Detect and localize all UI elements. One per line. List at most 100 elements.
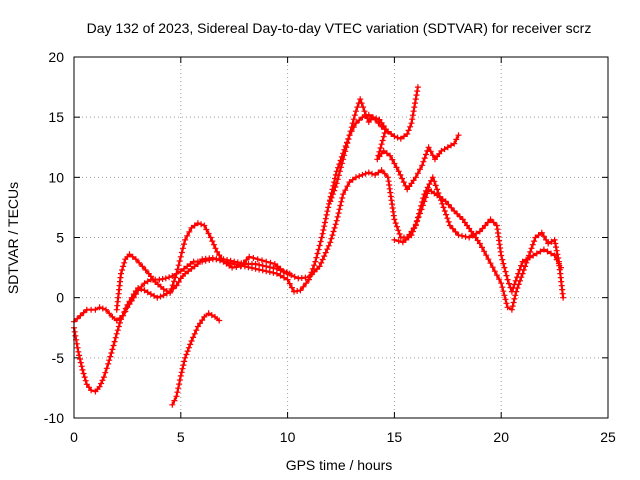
data-point [270,265,277,271]
data-point [349,176,356,183]
data-point [327,239,334,246]
data-point [415,214,422,220]
data-point [381,170,388,177]
data-point [441,208,448,214]
data-point [252,261,259,267]
data-point [419,162,426,169]
data-point [479,225,486,232]
data-point [303,280,310,287]
data-point [431,178,438,185]
data-point [481,248,488,255]
data-point [353,108,359,115]
data-point [540,246,547,253]
data-point [528,245,535,252]
data-point [510,299,517,306]
axis-ticks: 0 5 10 15 20 25 -10 -5 0 5 10 15 20 [44,49,616,445]
data-point [107,353,114,360]
data-point [349,120,356,127]
data-point [172,274,179,281]
data-point [391,236,398,243]
data-point [538,229,545,236]
data-point [246,253,253,260]
data-point [203,226,210,233]
data-point [412,96,419,103]
data-point [339,160,346,167]
data-point [103,306,109,313]
data-point [414,88,421,95]
data-point [171,397,178,404]
data-point [429,152,436,159]
data-point [240,260,247,267]
series-track-a [71,84,421,395]
data-point [284,276,291,283]
data-point [318,259,325,266]
series-track-e [327,96,462,205]
data-point [456,213,463,220]
data-point [201,313,208,320]
data-point [408,180,415,187]
data-point [99,305,106,312]
grid [74,57,608,418]
data-point [515,281,522,288]
data-point [391,160,398,167]
data-point [142,267,149,273]
data-point [523,259,530,266]
data-point [177,253,184,260]
y-tick-label: 5 [56,230,64,246]
data-point [379,137,386,144]
data-point [267,259,274,266]
series-track-f [391,186,567,313]
data-point [199,258,206,265]
data-point [100,374,107,381]
data-point [122,308,129,315]
data-point [358,100,365,107]
data-point [316,263,323,270]
data-point [75,348,82,355]
data-point [425,144,432,151]
data-point [483,252,490,259]
data-point [426,181,433,188]
data-point [409,116,416,123]
data-point [138,283,145,290]
data-point [479,244,485,251]
data-point [185,344,192,351]
data-point [183,351,190,358]
data-point [259,262,266,269]
data-point [187,261,194,267]
data-point [329,232,336,239]
data-point [224,257,231,263]
data-point [341,152,348,159]
data-point [373,115,380,122]
data-point [286,280,293,287]
data-point [552,240,559,247]
data-point [312,258,319,265]
series-track-c [113,220,293,313]
data-point [506,280,512,287]
x-tick-label: 5 [177,429,185,445]
data-point [353,174,359,181]
data-point [448,204,455,211]
data-point [318,234,325,241]
data-point [256,261,263,268]
data-point [357,96,364,103]
y-tick-label: 20 [48,49,64,65]
data-point [555,255,562,261]
data-point [175,262,182,269]
data-point [553,244,559,251]
data-point [504,304,511,311]
data-point [231,258,238,265]
data-point [163,288,170,294]
data-point [157,293,164,300]
data-point [335,172,342,179]
data-point [214,248,221,255]
data-point [496,276,503,283]
data-point [168,286,175,292]
data-point [482,222,489,229]
data-point [113,317,120,324]
data-point [399,175,406,182]
data-point [537,248,544,255]
data-point [317,238,324,245]
data-point [286,270,293,277]
series-track-d [169,310,223,408]
data-point [99,377,106,384]
